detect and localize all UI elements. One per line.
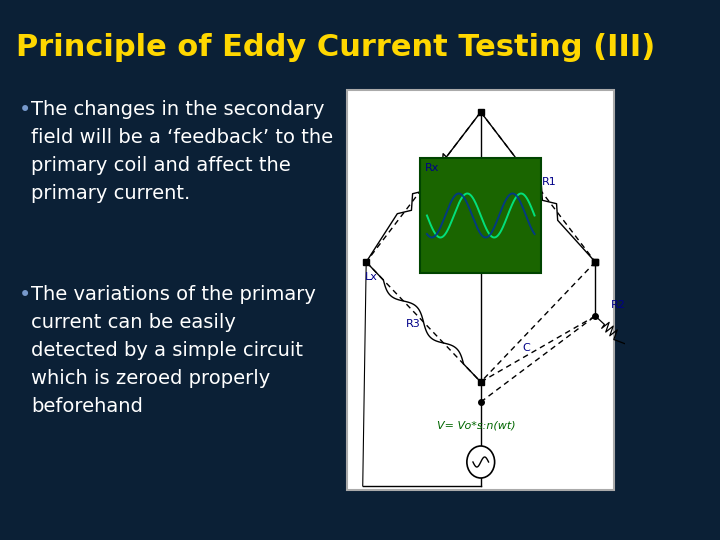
Text: The changes in the secondary
field will be a ‘feedback’ to the
primary coil and : The changes in the secondary field will …: [31, 100, 333, 203]
Text: Lx: Lx: [364, 272, 377, 282]
Text: •: •: [19, 100, 32, 120]
Text: R2: R2: [611, 300, 626, 310]
Text: Principle of Eddy Current Testing (III): Principle of Eddy Current Testing (III): [16, 33, 655, 63]
Text: The variations of the primary
current can be easily
detected by a simple circuit: The variations of the primary current ca…: [31, 285, 316, 416]
Text: Rx: Rx: [426, 163, 440, 173]
Text: C: C: [523, 343, 530, 353]
Text: R3: R3: [406, 319, 421, 329]
Text: V= Vo*s:n(wt): V= Vo*s:n(wt): [437, 420, 516, 430]
Text: •: •: [19, 285, 32, 305]
Text: R1: R1: [542, 177, 557, 187]
Circle shape: [467, 446, 495, 478]
Bar: [420, 158, 541, 273]
Bar: [347, 90, 614, 490]
